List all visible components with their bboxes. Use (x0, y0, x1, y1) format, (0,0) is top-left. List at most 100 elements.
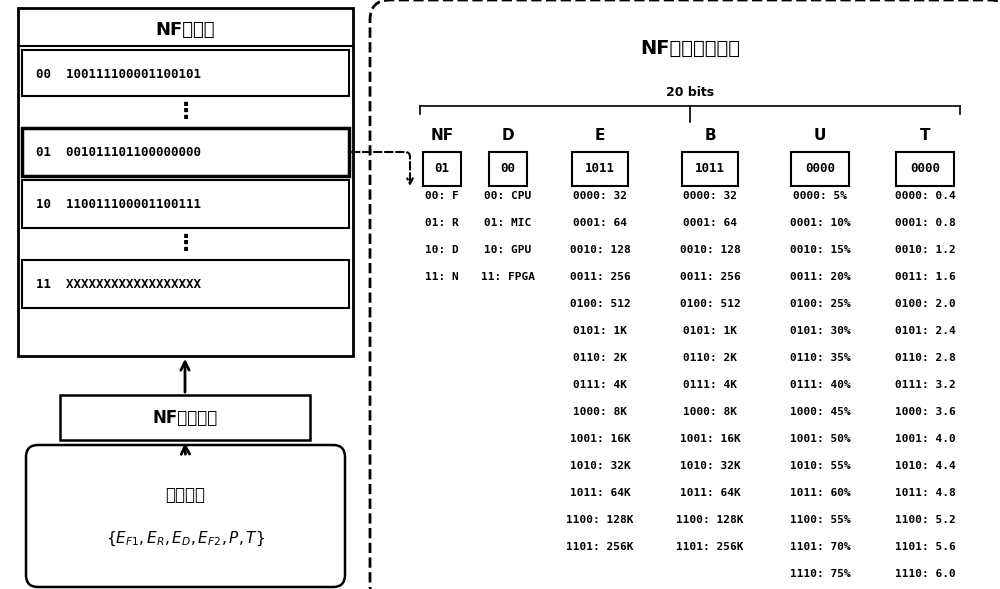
Text: 10: GPU: 10: GPU (484, 245, 532, 255)
FancyBboxPatch shape (26, 445, 345, 587)
Text: 1101: 70%: 1101: 70% (790, 542, 850, 552)
Text: E: E (595, 128, 605, 144)
Text: 1101: 256K: 1101: 256K (676, 542, 744, 552)
Text: 0101: 2.4: 0101: 2.4 (895, 326, 955, 336)
Text: 11: FPGA: 11: FPGA (481, 272, 535, 282)
Text: 01  001011101100000000: 01 001011101100000000 (36, 145, 201, 158)
Text: 1110: 6.0: 1110: 6.0 (895, 569, 955, 579)
Text: NF选择算法: NF选择算法 (152, 409, 218, 426)
Text: 00: F: 00: F (425, 191, 459, 201)
Text: 1001: 50%: 1001: 50% (790, 434, 850, 444)
Text: ⋮: ⋮ (174, 102, 197, 122)
Text: 1100: 5.2: 1100: 5.2 (895, 515, 955, 525)
Text: 1011: 64K: 1011: 64K (570, 488, 630, 498)
Text: 0111: 4K: 0111: 4K (573, 380, 627, 390)
Text: 1011: 60%: 1011: 60% (790, 488, 850, 498)
FancyBboxPatch shape (791, 152, 849, 186)
Text: 0000: 0000 (910, 163, 940, 176)
Text: 01: R: 01: R (425, 218, 459, 228)
Text: 20 bits: 20 bits (666, 85, 714, 98)
Text: 1101: 256K: 1101: 256K (566, 542, 634, 552)
Text: 0001: 64: 0001: 64 (683, 218, 737, 228)
Text: 0100: 25%: 0100: 25% (790, 299, 850, 309)
FancyBboxPatch shape (60, 395, 310, 440)
FancyBboxPatch shape (370, 0, 1000, 589)
Text: 10  110011100001100111: 10 110011100001100111 (36, 197, 201, 210)
Text: 0111: 4K: 0111: 4K (683, 380, 737, 390)
Text: 1011: 1011 (695, 163, 725, 176)
Text: 1011: 4.8: 1011: 4.8 (895, 488, 955, 498)
Text: U: U (814, 128, 826, 144)
Text: 0011: 20%: 0011: 20% (790, 272, 850, 282)
Text: 0100: 512: 0100: 512 (680, 299, 740, 309)
Text: 0010: 1.2: 0010: 1.2 (895, 245, 955, 255)
Text: 0011: 256: 0011: 256 (680, 272, 740, 282)
Text: 0110: 2K: 0110: 2K (683, 353, 737, 363)
Text: 01: MIC: 01: MIC (484, 218, 532, 228)
Text: 1010: 4.4: 1010: 4.4 (895, 461, 955, 471)
Text: 1010: 32K: 1010: 32K (570, 461, 630, 471)
FancyBboxPatch shape (22, 50, 349, 96)
Text: 1101: 5.6: 1101: 5.6 (895, 542, 955, 552)
Text: 1010: 32K: 1010: 32K (680, 461, 740, 471)
Text: 0111: 40%: 0111: 40% (790, 380, 850, 390)
FancyBboxPatch shape (682, 152, 738, 186)
Text: NF描述表项结构: NF描述表项结构 (640, 38, 740, 58)
Text: 1000: 8K: 1000: 8K (573, 407, 627, 417)
Text: 1001: 4.0: 1001: 4.0 (895, 434, 955, 444)
Text: 0010: 128: 0010: 128 (680, 245, 740, 255)
Text: 0001: 10%: 0001: 10% (790, 218, 850, 228)
Text: 0011: 256: 0011: 256 (570, 272, 630, 282)
FancyBboxPatch shape (423, 152, 461, 186)
Text: B: B (704, 128, 716, 144)
FancyBboxPatch shape (18, 8, 353, 356)
Text: 1000: 8K: 1000: 8K (683, 407, 737, 417)
Text: 1011: 64K: 1011: 64K (680, 488, 740, 498)
Text: 使用请求: 使用请求 (166, 486, 206, 504)
FancyBboxPatch shape (489, 152, 527, 186)
Text: ⋮: ⋮ (174, 234, 197, 254)
Text: NF: NF (430, 128, 454, 144)
FancyBboxPatch shape (572, 152, 628, 186)
Text: 0000: 32: 0000: 32 (573, 191, 627, 201)
Text: 0010: 15%: 0010: 15% (790, 245, 850, 255)
Text: 00  100111100001100101: 00 100111100001100101 (36, 68, 201, 81)
Text: 1011: 1011 (585, 163, 615, 176)
Text: 0100: 512: 0100: 512 (570, 299, 630, 309)
Text: 0011: 1.6: 0011: 1.6 (895, 272, 955, 282)
Text: 0110: 2K: 0110: 2K (573, 353, 627, 363)
Text: 0101: 1K: 0101: 1K (683, 326, 737, 336)
Text: 0001: 0.8: 0001: 0.8 (895, 218, 955, 228)
Text: 0110: 35%: 0110: 35% (790, 353, 850, 363)
Text: 1100: 128K: 1100: 128K (566, 515, 634, 525)
Text: 1100: 128K: 1100: 128K (676, 515, 744, 525)
Text: 1001: 16K: 1001: 16K (680, 434, 740, 444)
Text: 0000: 0000 (805, 163, 835, 176)
FancyBboxPatch shape (22, 260, 349, 308)
Text: 0100: 2.0: 0100: 2.0 (895, 299, 955, 309)
Text: T: T (920, 128, 930, 144)
Text: 1100: 55%: 1100: 55% (790, 515, 850, 525)
Text: 11  XXXXXXXXXXXXXXXXXX: 11 XXXXXXXXXXXXXXXXXX (36, 277, 201, 290)
Text: 0110: 2.8: 0110: 2.8 (895, 353, 955, 363)
Text: 0000: 5%: 0000: 5% (793, 191, 847, 201)
FancyBboxPatch shape (22, 180, 349, 228)
Text: 1000: 3.6: 1000: 3.6 (895, 407, 955, 417)
Text: 1001: 16K: 1001: 16K (570, 434, 630, 444)
Text: 11: N: 11: N (425, 272, 459, 282)
Text: 1010: 55%: 1010: 55% (790, 461, 850, 471)
Text: 1110: 75%: 1110: 75% (790, 569, 850, 579)
Text: 0111: 3.2: 0111: 3.2 (895, 380, 955, 390)
Text: 00: 00 (501, 163, 516, 176)
Text: 10: D: 10: D (425, 245, 459, 255)
Text: 0000: 0.4: 0000: 0.4 (895, 191, 955, 201)
Text: 1000: 45%: 1000: 45% (790, 407, 850, 417)
Text: D: D (502, 128, 514, 144)
Text: 0001: 64: 0001: 64 (573, 218, 627, 228)
Text: 0000: 32: 0000: 32 (683, 191, 737, 201)
Text: 0101: 30%: 0101: 30% (790, 326, 850, 336)
FancyBboxPatch shape (896, 152, 954, 186)
Text: 01: 01 (434, 163, 450, 176)
Text: 0101: 1K: 0101: 1K (573, 326, 627, 336)
Text: $\{E_{F1}, E_R, E_D, E_{F2}, P, T\}$: $\{E_{F1}, E_R, E_D, E_{F2}, P, T\}$ (106, 530, 265, 548)
